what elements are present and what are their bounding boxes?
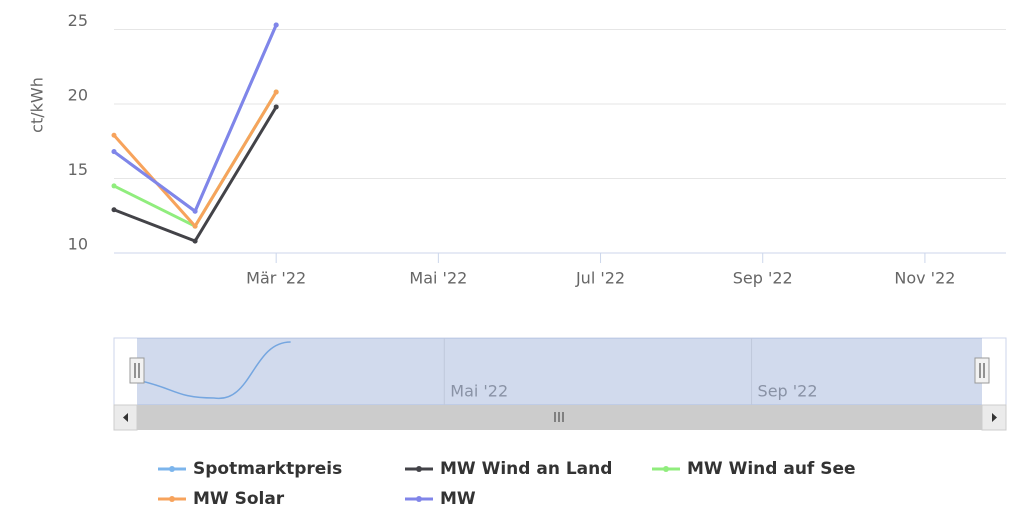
point-marker bbox=[273, 89, 279, 95]
legend-marker[interactable] bbox=[169, 496, 175, 502]
scroll-right-arrow bbox=[992, 413, 997, 422]
legend-marker[interactable] bbox=[416, 466, 422, 472]
legend-marker[interactable] bbox=[663, 466, 669, 472]
navigator-handle[interactable] bbox=[129, 357, 145, 384]
navigator-selection bbox=[137, 338, 982, 405]
navigator-tick-label: Mai '22 bbox=[450, 382, 508, 401]
series-line bbox=[113, 24, 278, 214]
point-marker bbox=[111, 207, 117, 213]
legend-label[interactable]: MW Wind an Land bbox=[440, 459, 612, 479]
navigator-tick-label: Sep '22 bbox=[758, 382, 818, 401]
navigator-series bbox=[136, 341, 291, 399]
legend-label[interactable]: Spotmarktpreis bbox=[193, 459, 342, 479]
legend-marker[interactable] bbox=[169, 466, 175, 472]
point-marker bbox=[192, 223, 198, 229]
point-marker bbox=[192, 208, 198, 214]
series-line bbox=[113, 24, 278, 214]
navigator-handle[interactable] bbox=[974, 357, 990, 384]
point-marker bbox=[111, 149, 117, 155]
x-tick-label: Jul '22 bbox=[575, 269, 625, 288]
series-line bbox=[113, 106, 278, 243]
scroll-left-arrow bbox=[123, 413, 128, 422]
x-tick-label: Mär '22 bbox=[246, 269, 306, 288]
point-marker bbox=[111, 183, 117, 189]
series-line bbox=[112, 91, 278, 229]
y-tick-label: 25 bbox=[68, 11, 88, 30]
legend-label[interactable]: MW Solar bbox=[193, 489, 285, 509]
y-axis-title: ct/kWh bbox=[28, 77, 47, 133]
y-tick-label: 20 bbox=[68, 85, 88, 104]
x-tick-label: Mai '22 bbox=[409, 269, 467, 288]
series-line bbox=[113, 91, 278, 229]
point-marker bbox=[111, 132, 117, 138]
x-tick-label: Nov '22 bbox=[894, 269, 955, 288]
legend-marker[interactable] bbox=[416, 496, 422, 502]
y-tick-label: 15 bbox=[68, 160, 88, 179]
legend-label[interactable]: MW bbox=[440, 489, 476, 509]
x-tick-label: Sep '22 bbox=[733, 269, 793, 288]
point-marker bbox=[273, 104, 279, 110]
point-marker bbox=[273, 22, 279, 28]
y-tick-label: 10 bbox=[68, 235, 88, 254]
point-marker bbox=[192, 238, 198, 244]
legend-label[interactable]: MW Wind auf See bbox=[687, 459, 856, 479]
